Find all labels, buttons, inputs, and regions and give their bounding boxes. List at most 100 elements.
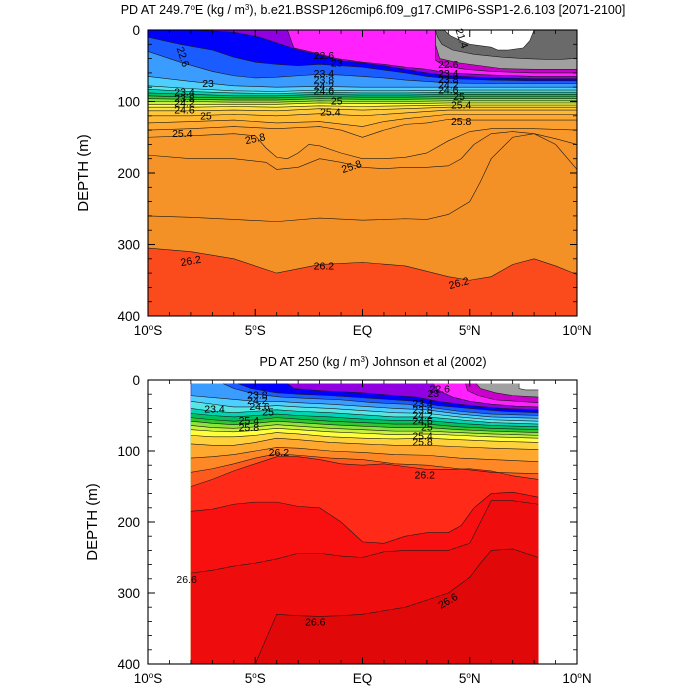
panel-title-text: ), b.e21.BSSP126cmip6.f09_g17.CMIP6-SSP1…: [249, 3, 625, 17]
contour-label: 23.8: [314, 75, 335, 87]
contour-label: 26.2: [414, 470, 435, 482]
contour-line-b2530: [148, 119, 577, 138]
y-tick-label: 0: [132, 373, 140, 388]
contour-label: 22.6: [438, 59, 459, 71]
contour-label: 23: [202, 78, 214, 90]
contour-label: 26.6: [176, 574, 197, 586]
contour-line-a2590: [190, 500, 539, 574]
contour-label: 25.8: [412, 436, 433, 448]
contour-line-b2590: [148, 133, 577, 222]
y-tick-label: 400: [117, 657, 140, 672]
panel-title: PD AT 250 (kg / m3) Johnson et al (2002): [259, 355, 486, 369]
contour-line-a2350: [190, 408, 539, 425]
contour-line-b2490: [148, 109, 577, 117]
contour-line-a2570: [190, 491, 539, 544]
title-superscript: 3: [245, 3, 250, 12]
contour-line-b2130: [443, 30, 535, 51]
contour-line-b2430: [148, 102, 577, 105]
y-tick-label: 300: [117, 586, 140, 601]
contour-label: 22.6: [314, 50, 335, 62]
x-tick-label: 10oS: [134, 323, 163, 338]
contour-line-a2170: [518, 383, 539, 391]
contour-label: 23.8: [247, 389, 268, 401]
contour-fill-group: [190, 383, 539, 664]
contour-label: 23.4: [174, 87, 195, 99]
contour-line-b2170: [435, 30, 577, 70]
contour-band-b2610: [148, 248, 577, 316]
contour-line-a2330: [190, 401, 539, 422]
contour-line-b2150: [435, 30, 573, 60]
contour-label: 24.6: [412, 416, 433, 428]
contour-label: 22.6: [430, 384, 451, 396]
contour-line-a2530: [190, 453, 539, 475]
contour-line-a2370: [190, 413, 539, 428]
contour-line-b2470: [148, 106, 577, 112]
y-tick-label: 200: [117, 166, 140, 181]
observation-panel: PD AT 250 (kg / m3) Johnson et al (2002)…: [84, 355, 592, 686]
contour-line-a2490: [190, 437, 539, 450]
contour-line-b2190: [435, 30, 577, 74]
contour-label: 25: [262, 406, 274, 418]
contour-line-b2370: [148, 95, 577, 99]
contour-label: 23.8: [412, 404, 433, 416]
contour-label: 24.2: [412, 410, 433, 422]
contour-label: 25.4: [412, 431, 433, 443]
contour-label: 23.4: [314, 68, 335, 80]
contour-label: 25.4: [239, 415, 260, 427]
contour-label: 25.4: [451, 100, 472, 112]
contour-line-a2410: [190, 420, 539, 433]
contour-line-a2510: [190, 447, 539, 462]
contour-line-a2230: [433, 383, 539, 408]
contour-label: 24.6: [314, 85, 335, 97]
contour-label: 23.8: [174, 93, 195, 105]
contour-label: 25: [453, 91, 465, 103]
x-tick-label: 5oS: [245, 671, 266, 686]
contour-label: 24.6: [438, 85, 459, 97]
contour-line-a2610: [190, 548, 539, 664]
contour-line-b2270: [148, 51, 577, 84]
contour-label: 24.6: [174, 105, 195, 117]
y-axis-label: DEPTH (m): [84, 483, 101, 561]
y-tick-label: 0: [132, 23, 140, 38]
contour-line-a2250: [287, 383, 539, 411]
contour-line-a2470: [190, 432, 539, 443]
contour-line-a2550: [190, 456, 539, 487]
y-tick-label: 300: [117, 238, 140, 253]
contour-line-a2270: [237, 383, 539, 413]
contour-fill-group: [148, 30, 577, 316]
y-axis-label: DEPTH (m): [75, 134, 92, 212]
x-tick-label: 10oS: [134, 671, 163, 686]
contour-label: 25.4: [172, 128, 193, 140]
contour-label: 25: [200, 110, 212, 122]
contour-line-b2330: [148, 89, 577, 94]
contour-line-b2290: [148, 76, 577, 88]
y-tick-label: 100: [117, 95, 140, 110]
contour-line-b2410: [148, 100, 577, 103]
contour-label: 25.4: [320, 107, 341, 119]
y-tick-label: 100: [117, 444, 140, 459]
contour-label: 23.4: [204, 404, 225, 416]
contour-line-b2550: [148, 128, 577, 160]
panel-title-text: PD AT 250 (kg / m: [259, 355, 360, 369]
panel-title: PD AT 249.7oE (kg / m3), b.e21.BSSP126cm…: [121, 3, 626, 17]
contour-band-a2610: [190, 548, 539, 664]
contour-line-b2350: [148, 92, 577, 97]
x-tick-label: EQ: [353, 671, 373, 686]
contour-line-a2190: [475, 383, 539, 398]
contour-line-b2250: [148, 36, 577, 82]
plot-area: 23.423.824.224.62525.425.822.62323.423.8…: [117, 373, 591, 686]
contour-line-b2610: [148, 247, 577, 281]
contour-label: 24.6: [249, 401, 270, 413]
contour-line-b2210: [287, 30, 577, 77]
contour-label: 23.4: [412, 398, 433, 410]
contour-label: 24.2: [438, 80, 459, 92]
contour-label: 24.2: [174, 97, 195, 109]
panel-title-text: PD AT 249.7: [121, 3, 191, 17]
title-superscript: o: [190, 3, 195, 12]
contour-label: 26.2: [180, 254, 202, 269]
contour-label: 25: [421, 421, 433, 433]
x-tick-label: 5oN: [459, 323, 481, 338]
contour-label: 25: [331, 95, 343, 107]
